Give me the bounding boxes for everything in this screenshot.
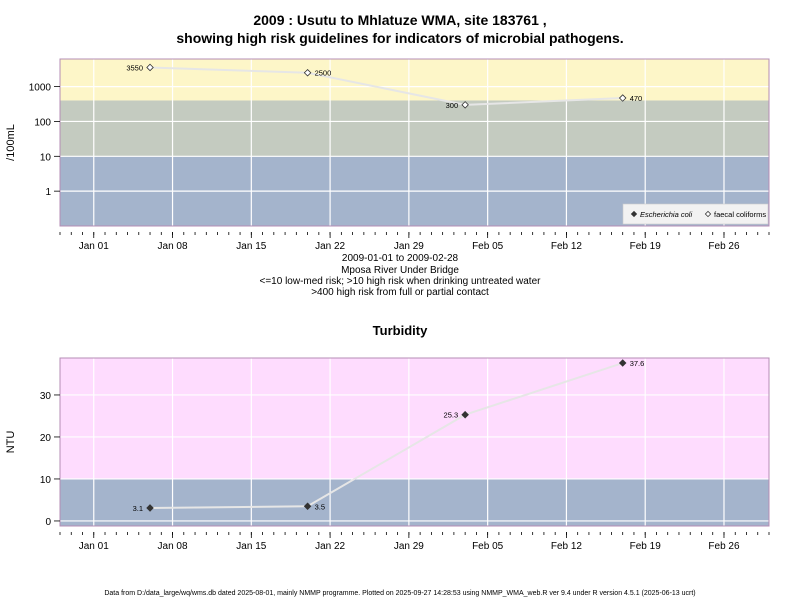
- data-label: 300: [446, 101, 459, 110]
- y-axis: [54, 394, 60, 522]
- x-tick-label: Jan 01: [79, 541, 109, 552]
- data-point: [303, 68, 312, 77]
- x-tick-label: Feb 26: [708, 541, 740, 552]
- x-axis: [59, 232, 770, 238]
- turbidity-title: Turbidity: [372, 323, 428, 338]
- y-tick-label: 30: [40, 391, 52, 402]
- legend-label: Escherichia coli: [640, 210, 692, 219]
- legend-marker: [630, 210, 638, 218]
- x-tick-label: Jan 08: [158, 241, 188, 252]
- y-axis: [54, 86, 60, 192]
- data-label: 470: [630, 94, 643, 103]
- risk-band: [60, 478, 769, 526]
- grid: [60, 59, 769, 226]
- grid: [60, 358, 769, 526]
- x-tick-label: Feb 19: [630, 541, 662, 552]
- panel-border: [59, 58, 770, 227]
- data-label: 37.6: [630, 359, 645, 368]
- legend-label: faecal coliforms: [714, 210, 766, 219]
- data-label: 3.1: [133, 504, 143, 513]
- data-point: [146, 63, 154, 72]
- risk-band: [60, 100, 769, 157]
- x-tick-label: Jan 29: [394, 241, 424, 252]
- site-name-text: Mposa River Under Bridge: [341, 265, 459, 276]
- x-tick-label: Jan 01: [79, 241, 109, 252]
- legend: Escherichia coli faecal coliforms: [622, 203, 769, 225]
- x-tick-label: Jan 29: [394, 541, 424, 552]
- x-tick-label: Jan 15: [236, 541, 266, 552]
- series-line: [150, 362, 624, 509]
- series-line: [149, 66, 623, 106]
- x-tick-label: Jan 15: [236, 241, 266, 252]
- y-tick-label: 10: [40, 152, 52, 163]
- y-tick-label: 1: [45, 187, 51, 198]
- y-axis-label: /100mL: [5, 124, 17, 161]
- x-tick-label: Jan 08: [158, 541, 188, 552]
- x-tick-label: Feb 19: [630, 241, 662, 252]
- y-axis-label: NTU: [5, 431, 17, 454]
- risk-band: [60, 358, 769, 479]
- x-tick-label: Feb 05: [472, 241, 504, 252]
- data-point: [303, 502, 312, 511]
- data-label: 2500: [315, 69, 332, 78]
- y-tick-label: 0: [45, 517, 51, 528]
- data-point: [146, 504, 154, 512]
- data-label: 3.5: [315, 502, 325, 511]
- date-range-text: 2009-01-01 to 2009-02-28: [341, 253, 459, 264]
- x-tick-label: Jan 22: [315, 541, 345, 552]
- data-point: [461, 101, 469, 109]
- x-tick-label: Feb 05: [472, 541, 504, 552]
- footer-text: Data from D:/data_large/wq/wms.db dated …: [104, 590, 696, 597]
- panel-border: [59, 357, 770, 527]
- y-tick-label: 20: [40, 433, 52, 444]
- x-tick-label: Feb 12: [551, 541, 583, 552]
- x-axis: [59, 532, 770, 538]
- chart-title-line-2: showing high risk guidelines for indicat…: [176, 30, 624, 46]
- chart-panel-1: Jan 01 Jan 08 Jan 15 Jan 22 Jan 29 Feb 05 Feb …: [5, 58, 770, 252]
- chart-title-line-1: 2009 : Usutu to Mhlatuze WMA, site 18376…: [253, 12, 547, 28]
- data-label: 3550: [126, 63, 143, 72]
- y-tick-label: 10: [40, 475, 52, 486]
- data-point: [618, 94, 627, 102]
- guideline-contact-text: >400 high risk from full or partial cont…: [311, 287, 489, 298]
- y-tick-label: 1000: [29, 83, 52, 94]
- x-tick-label: Feb 12: [551, 241, 583, 252]
- guideline-drinking-text: <=10 low-med risk; >10 high risk when dr…: [259, 276, 541, 287]
- data-label: 25.3: [444, 411, 459, 420]
- legend-marker: [704, 210, 712, 218]
- y-tick-label: 100: [34, 117, 51, 128]
- x-tick-label: Feb 26: [708, 241, 740, 252]
- x-tick-label: Jan 22: [315, 241, 345, 252]
- data-point: [618, 359, 627, 367]
- data-point: [461, 410, 469, 419]
- chart-panel-2: Jan 01 Jan 08 Jan 15 Jan 22 Jan 29 Feb 05 Feb …: [5, 357, 770, 552]
- legend-box: [622, 203, 769, 225]
